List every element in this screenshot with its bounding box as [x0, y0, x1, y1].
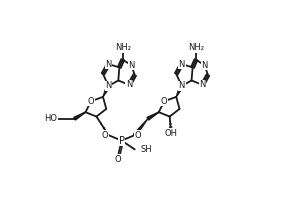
Polygon shape — [74, 112, 85, 120]
Polygon shape — [134, 119, 148, 136]
Text: N: N — [105, 81, 112, 90]
Text: NH₂: NH₂ — [115, 43, 131, 52]
Text: N: N — [105, 60, 112, 69]
Polygon shape — [147, 112, 159, 120]
Text: O: O — [115, 155, 122, 164]
Text: O: O — [161, 97, 167, 106]
Text: O: O — [135, 131, 141, 140]
Text: OH: OH — [164, 128, 177, 138]
Text: NH₂: NH₂ — [188, 43, 204, 52]
Text: N: N — [199, 80, 206, 89]
Polygon shape — [176, 85, 183, 97]
Text: N: N — [202, 61, 208, 70]
Text: N: N — [128, 61, 135, 70]
Text: HO: HO — [44, 114, 57, 123]
Text: N: N — [178, 60, 185, 69]
Polygon shape — [103, 85, 110, 97]
Text: O: O — [88, 97, 94, 106]
Text: SH: SH — [141, 145, 152, 154]
Text: O: O — [102, 131, 109, 140]
Text: N: N — [126, 80, 132, 89]
Text: N: N — [178, 81, 185, 90]
Text: P: P — [118, 136, 124, 146]
